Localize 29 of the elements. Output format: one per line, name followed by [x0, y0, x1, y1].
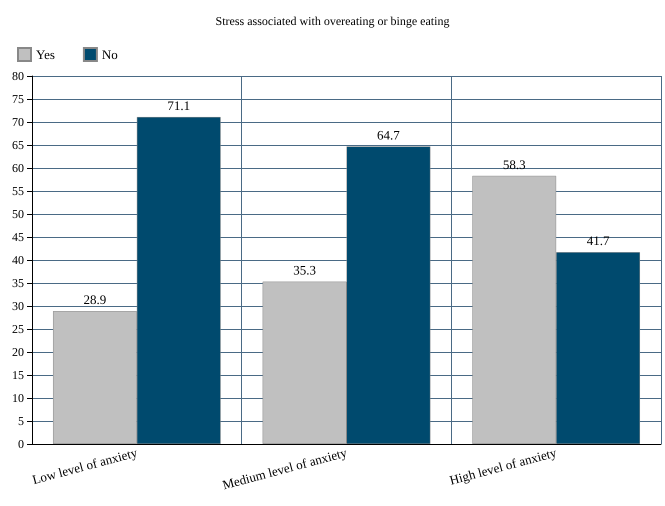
x-tick-label: High level of anxiety — [448, 444, 559, 488]
y-tick-label: 70 — [12, 115, 24, 129]
y-tick-label: 80 — [12, 69, 24, 83]
data-label: 41.7 — [586, 233, 610, 248]
data-label: 35.3 — [293, 262, 316, 278]
y-tick-label: 15 — [12, 368, 24, 382]
data-label: 58.3 — [502, 156, 526, 172]
x-tick-label: Low level of anxiety — [30, 444, 140, 488]
y-tick-label: 45 — [12, 230, 24, 244]
y-tick-label: 5 — [18, 414, 24, 428]
y-tick-label: 40 — [12, 253, 24, 267]
chart-title: Stress associated with overeating or binge eating — [216, 14, 450, 28]
legend-label: No — [102, 47, 118, 62]
y-tick-label: 20 — [12, 345, 24, 359]
y-tick-label: 55 — [12, 184, 24, 198]
y-tick-label: 10 — [12, 391, 24, 405]
legend-label: Yes — [36, 47, 55, 62]
y-tick-label: 30 — [12, 299, 24, 313]
y-tick-label: 75 — [12, 92, 24, 106]
data-label: 64.7 — [377, 127, 400, 142]
y-tick-label: 25 — [12, 322, 24, 336]
data-label: 71.1 — [167, 98, 190, 113]
y-tick-label: 0 — [18, 437, 24, 451]
y-tick-label: 60 — [12, 161, 24, 175]
x-tick-label: Medium level of anxiety — [220, 444, 349, 492]
y-tick-label: 50 — [12, 207, 24, 221]
y-tick-label: 65 — [12, 138, 24, 152]
data-label: 28.9 — [84, 292, 106, 308]
y-tick-label: 35 — [12, 276, 24, 290]
